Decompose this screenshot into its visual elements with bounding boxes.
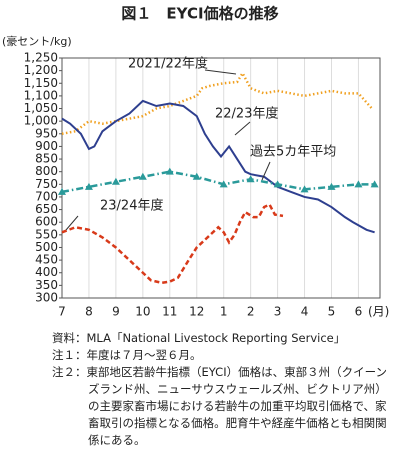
marker — [84, 182, 93, 190]
leader-line — [234, 121, 251, 136]
y-tick-label: 1,250 — [24, 51, 58, 65]
y-tick-label: 500 — [35, 240, 58, 254]
series-line — [61, 70, 373, 136]
x-tick-label: 7 — [58, 305, 66, 319]
y-tick-label: 650 — [35, 202, 58, 216]
x-tick-label: 6 — [355, 305, 363, 319]
x-tick-label: 2 — [247, 305, 255, 319]
marker — [219, 180, 228, 188]
x-tick-label: 3 — [274, 305, 282, 319]
marker — [370, 180, 379, 188]
leader-line — [204, 69, 237, 75]
x-tick-label: 12 — [189, 305, 204, 319]
note: 注２：東部地区若齢牛指標（EYCI）価格は、東部３州（クイーンズランド州、ニュー… — [52, 365, 388, 447]
series-label: 過去5カ年平均 — [250, 145, 336, 160]
marker — [354, 180, 363, 188]
plot-frame — [61, 57, 381, 299]
series-label: 2021/22年度 — [128, 56, 208, 72]
marker — [192, 172, 201, 180]
notes: 資料：MLA「National Livestock Reporting Serv… — [52, 330, 397, 449]
series-line — [61, 202, 284, 285]
y-tick-label: 300 — [35, 291, 58, 305]
y-tick-label: 800 — [35, 164, 58, 178]
leader-line — [65, 215, 79, 231]
y-tick-label: 1,100 — [24, 88, 58, 102]
marker — [273, 180, 282, 188]
y-tick-label: 900 — [35, 139, 58, 153]
chart-title: 図１ EYCI価格の推移 — [121, 5, 278, 23]
marker — [111, 177, 120, 185]
x-tick-label: 5 — [328, 305, 336, 319]
marker — [58, 187, 66, 195]
y-tick-label: 450 — [35, 253, 58, 267]
x-tick-label: 9 — [112, 305, 120, 319]
y-tick-label: 850 — [35, 152, 58, 166]
y-tick-label: 700 — [35, 189, 58, 203]
y-tick-label: 400 — [35, 265, 58, 279]
y-tick-label: 350 — [35, 278, 58, 292]
marker — [138, 172, 147, 180]
x-tick-label: 10 — [135, 305, 150, 319]
series-label: 22/23年度 — [215, 106, 278, 122]
y-tick-label: 1,050 — [24, 101, 58, 115]
marker — [327, 182, 336, 190]
y-tick-label: 950 — [35, 126, 58, 140]
series-line — [61, 170, 375, 194]
y-tick-label: 1,000 — [24, 114, 58, 128]
leader-line — [261, 161, 271, 181]
x-tick-label: 4 — [301, 305, 309, 319]
series-line — [61, 99, 375, 234]
note: 注１：年度は７月～翌６月。 — [52, 348, 202, 362]
marker — [246, 175, 255, 183]
y-tick-label: 1,150 — [24, 76, 58, 90]
marker — [300, 185, 309, 193]
x-tick-label: 11 — [162, 305, 177, 319]
chart: 図１ EYCI価格の推移 (豪セント/kg) (月) 3003504004505… — [2, 5, 389, 319]
x-axis-label: (月) — [368, 305, 389, 319]
y-tick-label: 750 — [35, 177, 58, 191]
y-tick-label: 550 — [35, 227, 58, 241]
series-label: 23/24年度 — [100, 198, 163, 214]
y-axis-label: (豪セント/kg) — [2, 34, 72, 48]
x-tick-label: 8 — [85, 305, 93, 319]
marker — [165, 167, 174, 175]
y-tick-label: 600 — [35, 215, 58, 229]
note: 資料：MLA「National Livestock Reporting Serv… — [52, 331, 346, 345]
x-tick-label: 1 — [220, 305, 228, 319]
y-tick-label: 1,200 — [24, 63, 58, 77]
